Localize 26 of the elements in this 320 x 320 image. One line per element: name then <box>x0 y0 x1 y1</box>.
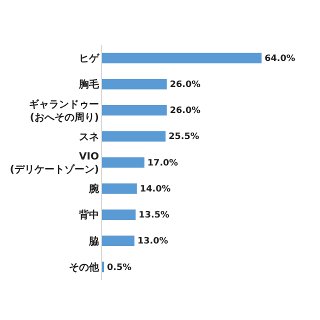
y-tick-label: 腕 <box>88 183 99 196</box>
bar <box>102 157 144 168</box>
data-label: 0.5% <box>107 262 132 273</box>
bar <box>102 236 134 246</box>
bar <box>102 183 137 194</box>
y-tick-label: VIO (デリケートゾーン) <box>10 152 99 176</box>
y-tick-label: 背中 <box>78 209 99 222</box>
bar <box>102 210 136 220</box>
y-tick-label: ヒゲ <box>79 52 100 65</box>
y-tick-label: その他 <box>69 261 100 274</box>
bar <box>102 78 167 90</box>
data-label: 14.0% <box>140 184 171 194</box>
data-label: 17.0% <box>147 158 178 168</box>
data-label: 13.5% <box>138 210 170 221</box>
y-tick-label: ギャランドゥー (おへその周り) <box>29 98 99 124</box>
data-label: 13.0% <box>137 236 168 247</box>
data-label: 64.0% <box>264 54 296 64</box>
y-tick-label: スネ <box>79 132 99 143</box>
bar <box>102 131 166 142</box>
bar <box>102 105 167 116</box>
y-tick-label: 脇 <box>88 235 99 248</box>
y-tick-label: 胸毛 <box>78 78 100 91</box>
data-label: 26.0% <box>170 106 201 116</box>
bar <box>102 52 262 64</box>
data-label: 25.5% <box>168 132 200 142</box>
data-label: 26.0% <box>170 80 201 90</box>
